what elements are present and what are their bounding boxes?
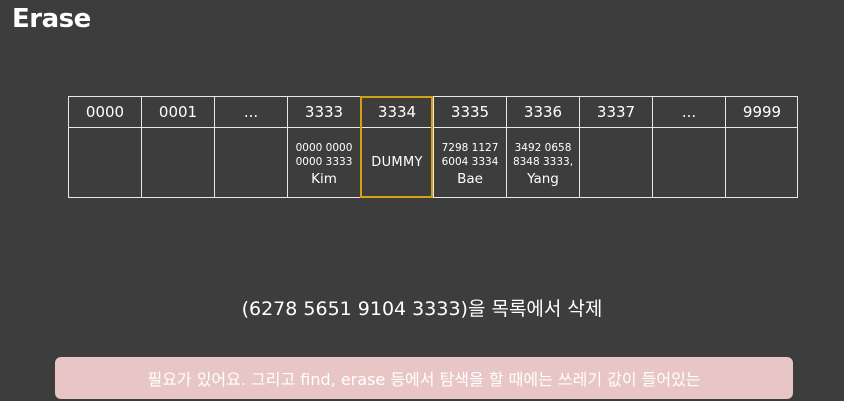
slot-cell-3336: 3492 0658 8348 3333, Yang	[506, 127, 579, 198]
entry-name: Bae	[457, 170, 483, 187]
header-cell-3335: 3335	[433, 96, 506, 127]
header-cell-ellipsis-left: ...	[214, 96, 287, 127]
entry-number: 3492 0658 8348 3333,	[512, 141, 574, 168]
header-cell-9999: 9999	[725, 96, 798, 127]
video-subtitle: 필요가 있어요. 그리고 find, erase 등에서 탐색을 할 때에는 쓰…	[55, 357, 793, 399]
entry-number: 0000 0000 0000 3333	[295, 141, 353, 168]
dummy-slot-highlight	[360, 96, 433, 198]
dummy-label: DUMMY	[371, 155, 423, 170]
entry-name: Yang	[527, 170, 559, 187]
slide-title: Erase	[12, 4, 91, 34]
header-cell-3333: 3333	[287, 96, 360, 127]
erase-caption: (6278 5651 9104 3333)을 목록에서 삭제	[241, 298, 603, 320]
slot-cell-ellipsis-left	[214, 127, 287, 198]
video-subtitle-text: 필요가 있어요. 그리고 find, erase 등에서 탐색을 할 때에는 쓰…	[147, 370, 701, 389]
slot-cell-0000	[68, 127, 141, 198]
slot-cell-0001	[141, 127, 214, 198]
header-cell-3336: 3336	[506, 96, 579, 127]
header-cell-0001: 0001	[141, 96, 214, 127]
slot-cell-9999	[725, 127, 798, 198]
entry-number: 7298 1127 6004 3334	[441, 141, 499, 168]
header-cell-ellipsis-right: ...	[652, 96, 725, 127]
header-cell-0000: 0000	[68, 96, 141, 127]
slot-cell-ellipsis-right	[652, 127, 725, 198]
table-border-right	[797, 96, 798, 198]
slot-cell-3333: 0000 0000 0000 3333 Kim	[287, 127, 360, 198]
hash-table: 0000 0001 ... 3333 3334 3335 3336 3337 .…	[68, 96, 798, 198]
table-border-bottom	[68, 197, 798, 198]
slot-cell-3335: 7298 1127 6004 3334 Bae	[433, 127, 506, 198]
header-cell-3337: 3337	[579, 96, 652, 127]
slot-cell-3337	[579, 127, 652, 198]
entry-name: Kim	[311, 170, 337, 187]
